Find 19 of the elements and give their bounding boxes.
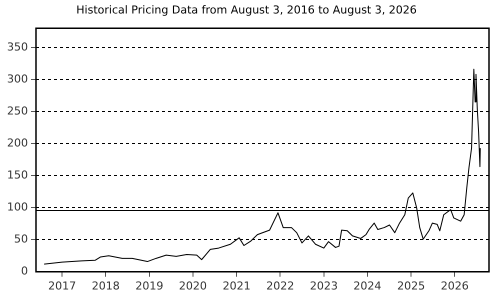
x-tick-label: 2021 [222, 279, 251, 292]
y-tick-label: 0 [20, 264, 28, 278]
x-tick-label: 2019 [135, 279, 164, 292]
x-tick-label: 2025 [397, 279, 426, 292]
y-tick-label: 250 [6, 104, 28, 118]
y-tick-label: 350 [6, 40, 28, 54]
chart-title: Historical Pricing Data from August 3, 2016 to August 3, 2026 [76, 3, 417, 16]
x-tick-label: 2017 [48, 279, 76, 292]
x-tick-label: 2022 [266, 279, 294, 292]
y-tick-label: 150 [6, 168, 28, 182]
x-tick-label: 2020 [178, 279, 207, 292]
x-tick-label: 2018 [92, 279, 120, 292]
y-tick-label: 100 [6, 200, 28, 214]
x-tick-label: 2024 [353, 279, 382, 292]
y-tick-label: 300 [6, 72, 28, 86]
y-tick-label: 50 [14, 232, 28, 246]
x-tick-label: 2026 [440, 279, 469, 292]
y-tick-label: 200 [6, 136, 28, 150]
x-tick-label: 2023 [310, 279, 338, 292]
